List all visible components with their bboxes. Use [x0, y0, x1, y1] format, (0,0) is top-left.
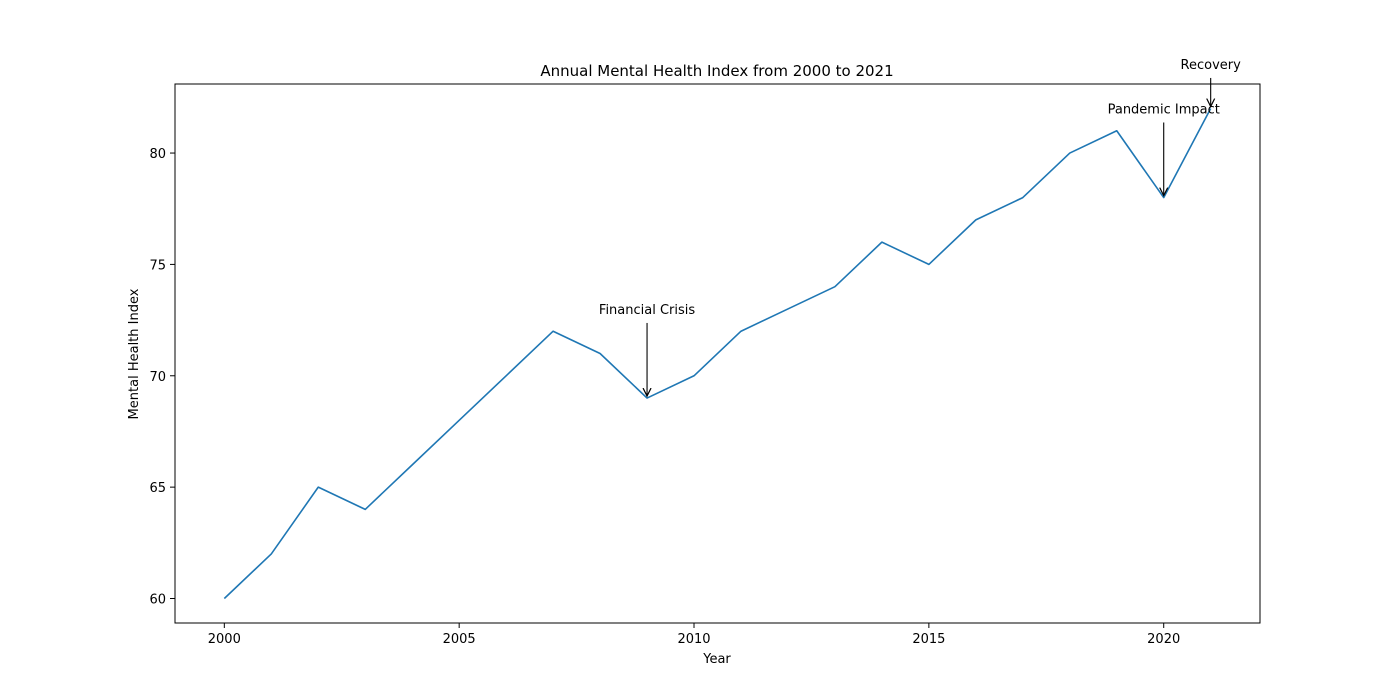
series-line	[223, 108, 1212, 600]
annotation-label: Financial Crisis	[599, 303, 695, 318]
y-tick-label: 80	[149, 147, 166, 162]
y-tick-label: 75	[149, 258, 166, 273]
annotation-label: Recovery	[1181, 58, 1242, 73]
chart-title: Annual Mental Health Index from 2000 to …	[540, 62, 893, 80]
plot-frame	[174, 83, 1261, 624]
y-axis-label: Mental Health Index	[127, 288, 142, 419]
x-tick-label: 2005	[443, 632, 476, 647]
annotation-label: Pandemic Impact	[1108, 103, 1220, 118]
x-axis-label: Year	[702, 652, 731, 667]
y-tick-label: 65	[149, 481, 166, 496]
x-tick-label: 2000	[208, 632, 241, 647]
x-tick-label: 2015	[912, 632, 945, 647]
y-tick-label: 70	[149, 370, 166, 385]
plot-area: 2000 2005 2010 2015 2020 60 65 70 75 80 Financial …	[149, 58, 1261, 647]
x-tick-label: 2010	[677, 632, 710, 647]
x-tick-label: 2020	[1147, 632, 1180, 647]
y-tick-label: 60	[149, 593, 166, 608]
